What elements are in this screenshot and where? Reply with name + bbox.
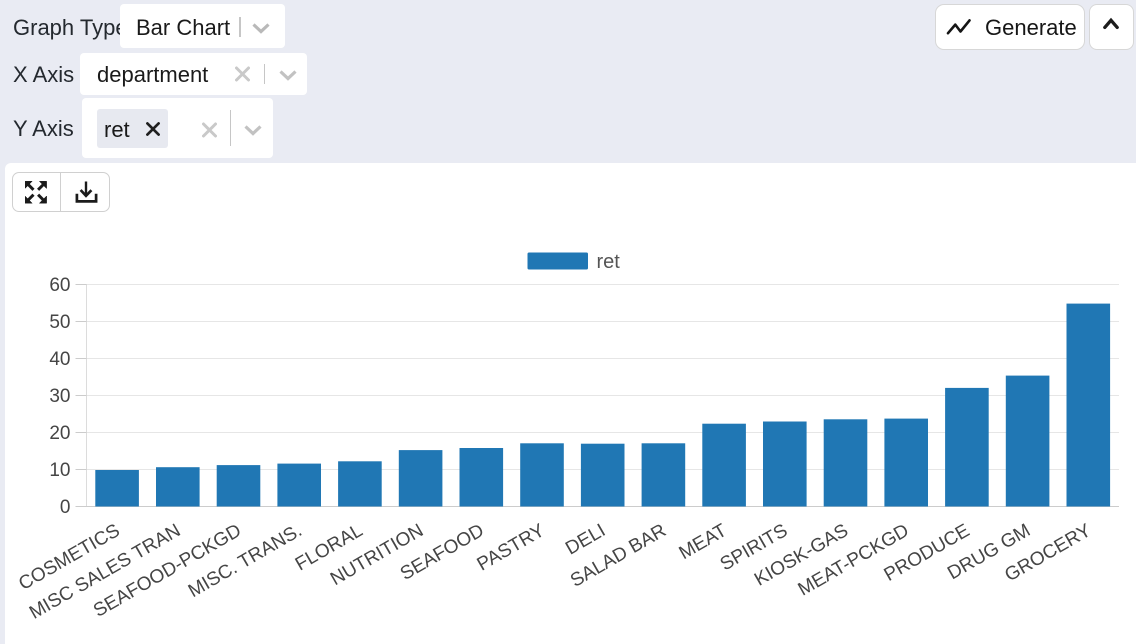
svg-text:30: 30: [49, 386, 70, 407]
svg-text:0: 0: [60, 497, 71, 518]
svg-text:ret: ret: [597, 251, 621, 273]
svg-text:10: 10: [49, 460, 70, 481]
svg-text:20: 20: [49, 423, 70, 444]
svg-text:50: 50: [49, 312, 70, 333]
svg-text:60: 60: [49, 275, 70, 296]
svg-text:PASTRY: PASTRY: [474, 520, 549, 575]
svg-text:40: 40: [49, 349, 70, 370]
